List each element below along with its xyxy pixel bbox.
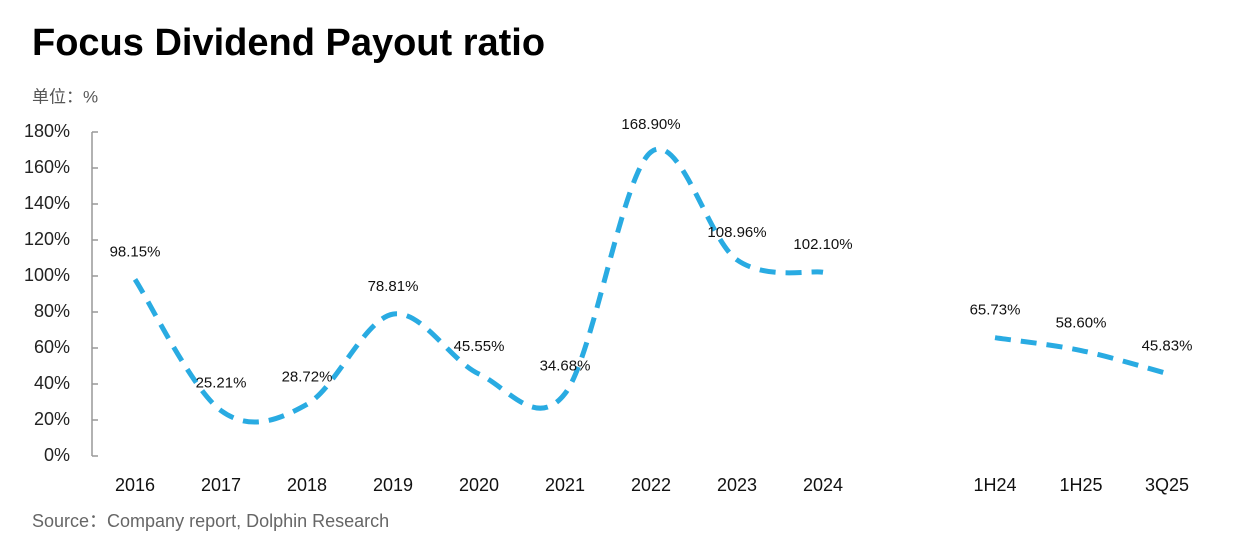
- unit-label: 单位：%: [32, 87, 98, 106]
- y-tick-label: 180%: [24, 121, 70, 141]
- data-label: 78.81%: [368, 278, 419, 295]
- y-tick-label: 80%: [34, 301, 70, 321]
- y-tick-label: 40%: [34, 373, 70, 393]
- data-label: 65.73%: [970, 302, 1021, 319]
- data-line: [132, 146, 1168, 425]
- data-label: 45.55%: [454, 338, 505, 355]
- x-tick-label: 2022: [631, 475, 671, 495]
- x-tick-label: 2024: [803, 475, 843, 495]
- source-note: Source：Company report, Dolphin Research: [32, 511, 389, 531]
- x-tick-label: 1H25: [1059, 475, 1102, 495]
- y-tick-label: 140%: [24, 193, 70, 213]
- x-tick-label: 2018: [287, 475, 327, 495]
- x-tick-label: 2017: [201, 475, 241, 495]
- x-tick-label: 2019: [373, 475, 413, 495]
- data-label: 25.21%: [196, 375, 247, 392]
- y-tick-label: 60%: [34, 337, 70, 357]
- data-label: 45.83%: [1142, 337, 1193, 354]
- data-label: 168.90%: [621, 116, 680, 133]
- data-label: 108.96%: [707, 224, 766, 241]
- x-tick-label: 2023: [717, 475, 757, 495]
- x-tick-label: 1H24: [973, 475, 1016, 495]
- y-tick-label: 20%: [34, 409, 70, 429]
- chart-title: Focus Dividend Payout ratio: [32, 22, 545, 64]
- y-tick-label: 160%: [24, 157, 70, 177]
- y-tick-label: 100%: [24, 265, 70, 285]
- data-label: 102.10%: [793, 236, 852, 253]
- data-label: 98.15%: [110, 243, 161, 260]
- x-tick-label: 3Q25: [1145, 475, 1189, 495]
- data-label: 28.72%: [282, 368, 333, 385]
- x-tick-label: 2021: [545, 475, 585, 495]
- y-tick-label: 0%: [44, 445, 70, 465]
- x-tick-label: 2016: [115, 475, 155, 495]
- data-label: 34.68%: [540, 358, 591, 375]
- y-tick-label: 120%: [24, 229, 70, 249]
- x-tick-label: 2020: [459, 475, 499, 495]
- data-label: 58.60%: [1056, 314, 1107, 331]
